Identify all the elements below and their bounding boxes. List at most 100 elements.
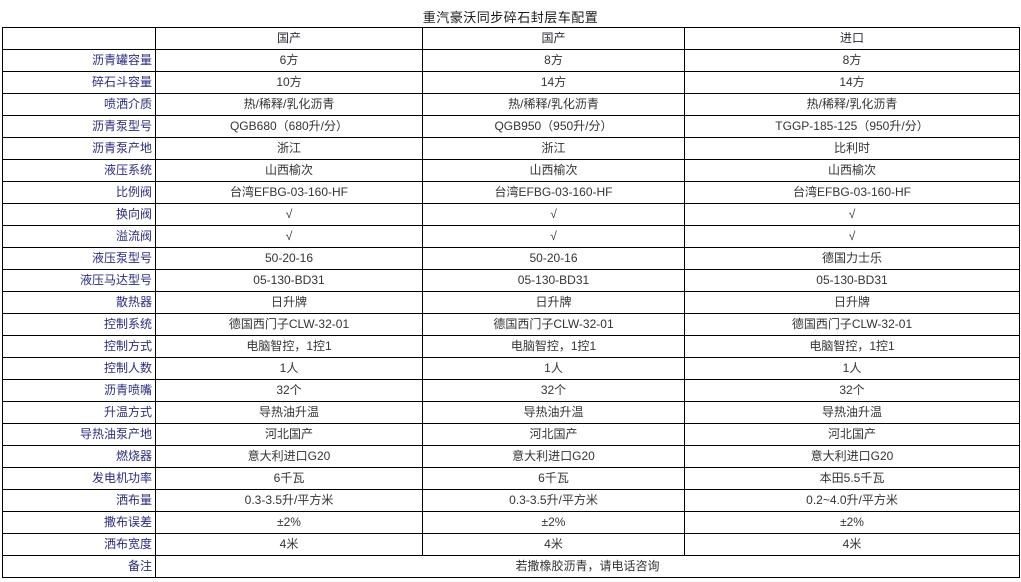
row-label: 燃烧器: [2, 445, 156, 468]
cell-value: 德国西门子CLW-32-01: [155, 313, 423, 336]
row-label: 洒布宽度: [2, 533, 156, 556]
row-label: 沥青喷嘴: [2, 379, 156, 402]
cell-value: 32个: [422, 379, 685, 402]
row-label: 碎石斗容量: [2, 71, 156, 94]
table-row: 升温方式 导热油升温 导热油升温 导热油升温: [2, 401, 1020, 424]
table-row: 溢流阀 √ √ √: [2, 225, 1020, 248]
page-title: 重汽豪沃同步碎石封层车配置: [422, 10, 599, 25]
cell-value: QGB950（950升/分）: [422, 115, 685, 138]
row-label: 液压泵型号: [2, 247, 156, 270]
cell-value: 4米: [422, 533, 685, 556]
row-label: 洒布量: [2, 489, 156, 512]
cell-value: √: [155, 225, 423, 248]
cell-value: √: [155, 203, 423, 226]
cell-value: 德国西门子CLW-32-01: [422, 313, 685, 336]
cell-value: 日升牌: [684, 291, 1020, 314]
cell-value: 导热油升温: [422, 401, 685, 424]
table-row: 液压系统 山西榆次 山西榆次 山西榆次: [2, 159, 1020, 182]
cell-value: 6千瓦: [422, 467, 685, 490]
table-row: 控制方式 电脑智控，1控1 电脑智控，1控1 电脑智控，1控1: [2, 335, 1020, 358]
cell-value: 8方: [422, 49, 685, 72]
cell-value: 电脑智控，1控1: [422, 335, 685, 358]
row-label: 液压系统: [2, 159, 156, 182]
cell-value: 热/稀释/乳化沥青: [684, 93, 1020, 116]
row-label: 沥青泵型号: [2, 115, 156, 138]
cell-value: 导热油升温: [155, 401, 423, 424]
cell-value: 6千瓦: [155, 467, 423, 490]
cell-value: √: [684, 203, 1020, 226]
cell-value: 32个: [684, 379, 1020, 402]
table-row: 沥青喷嘴 32个 32个 32个: [2, 379, 1020, 402]
table-row: 控制系统 德国西门子CLW-32-01 德国西门子CLW-32-01 德国西门子CLW…: [2, 313, 1020, 336]
cell-value: 14方: [422, 71, 685, 94]
cell-value: 河北国产: [684, 423, 1020, 446]
cell-value: √: [422, 203, 685, 226]
cell-value: 热/稀释/乳化沥青: [422, 93, 685, 116]
row-label: 撒布误差: [2, 511, 156, 534]
cell-value: 8方: [684, 49, 1020, 72]
table-row: 散热器 日升牌 日升牌 日升牌: [2, 291, 1020, 314]
cell-value: 电脑智控，1控1: [684, 335, 1020, 358]
cell-value: 50-20-16: [155, 247, 423, 270]
cell-value: ±2%: [422, 511, 685, 534]
cell-value: 意大利进口G20: [422, 445, 685, 468]
row-label: 沥青泵产地: [2, 137, 156, 160]
table-row: 发电机功率 6千瓦 6千瓦 本田5.5千瓦: [2, 467, 1020, 490]
table-row: 洒布量 0.3-3.5升/平方米 0.3-3.5升/平方米 0.2~4.0升/平方米: [2, 489, 1020, 512]
cell-value: 6方: [155, 49, 423, 72]
cell-value: 浙江: [155, 137, 423, 160]
row-label: 发电机功率: [2, 467, 156, 490]
cell-value: 山西榆次: [422, 159, 685, 182]
cell-value: 河北国产: [422, 423, 685, 446]
cell-value: 10方: [155, 71, 423, 94]
table-row: 撒布误差 ±2% ±2% ±2%: [2, 511, 1020, 534]
cell-value: 日升牌: [422, 291, 685, 314]
cell-value: 1人: [422, 357, 685, 380]
row-label: 控制人数: [2, 357, 156, 380]
column-header-imported: 进口: [684, 27, 1020, 50]
cell-value: 05-130-BD31: [684, 269, 1020, 292]
row-label: 升温方式: [2, 401, 156, 424]
cell-value: 50-20-16: [422, 247, 685, 270]
row-label: 溢流阀: [2, 225, 156, 248]
cell-value: 14方: [684, 71, 1020, 94]
cell-value: 0.3-3.5升/平方米: [155, 489, 423, 512]
cell-value: 1人: [684, 357, 1020, 380]
cell-value: 1人: [155, 357, 423, 380]
cell-value: 导热油升温: [684, 401, 1020, 424]
cell-value: 本田5.5千瓦: [684, 467, 1020, 490]
cell-value: 电脑智控，1控1: [155, 335, 423, 358]
table-row: 控制人数 1人 1人 1人: [2, 357, 1020, 380]
cell-value: 台湾EFBG-03-160-HF: [684, 181, 1020, 204]
row-label: 控制方式: [2, 335, 156, 358]
cell-value: 意大利进口G20: [155, 445, 423, 468]
row-label: 比例阀: [2, 181, 156, 204]
cell-value: 河北国产: [155, 423, 423, 446]
cell-value: 台湾EFBG-03-160-HF: [422, 181, 685, 204]
cell-value: 德国西门子CLW-32-01: [684, 313, 1020, 336]
cell-value: 日升牌: [155, 291, 423, 314]
column-header-domestic-1: 国产: [155, 27, 423, 50]
cell-value: 32个: [155, 379, 423, 402]
table-row: 洒布宽度 4米 4米 4米: [2, 533, 1020, 556]
cell-value: TGGP-185-125（950升/分）: [684, 115, 1020, 138]
row-label: 换向阀: [2, 203, 156, 226]
corner-cell: [2, 27, 156, 50]
row-label: 备注: [2, 555, 156, 578]
table-row: 换向阀 √ √ √: [2, 203, 1020, 226]
cell-value: 05-130-BD31: [422, 269, 685, 292]
table-row: 喷洒介质 热/稀释/乳化沥青 热/稀释/乳化沥青 热/稀释/乳化沥青: [2, 93, 1020, 116]
header-row: 国产 国产 进口: [2, 27, 1020, 50]
table-row: 导热油泵产地 河北国产 河北国产 河北国产: [2, 423, 1020, 446]
cell-value: √: [684, 225, 1020, 248]
cell-value: ±2%: [684, 511, 1020, 534]
row-label: 沥青罐容量: [2, 49, 156, 72]
table-row: 液压马达型号 05-130-BD31 05-130-BD31 05-130-BD31: [2, 269, 1020, 292]
row-label: 控制系统: [2, 313, 156, 336]
table-row: 碎石斗容量 10方 14方 14方: [2, 71, 1020, 94]
remark-row: 备注 若撒橡胶沥青，请电话咨询: [2, 555, 1020, 578]
cell-value: 0.2~4.0升/平方米: [684, 489, 1020, 512]
table-row: 沥青泵产地 浙江 浙江 比利时: [2, 137, 1020, 160]
cell-value: 4米: [155, 533, 423, 556]
table-row: 燃烧器 意大利进口G20 意大利进口G20 意大利进口G20: [2, 445, 1020, 468]
